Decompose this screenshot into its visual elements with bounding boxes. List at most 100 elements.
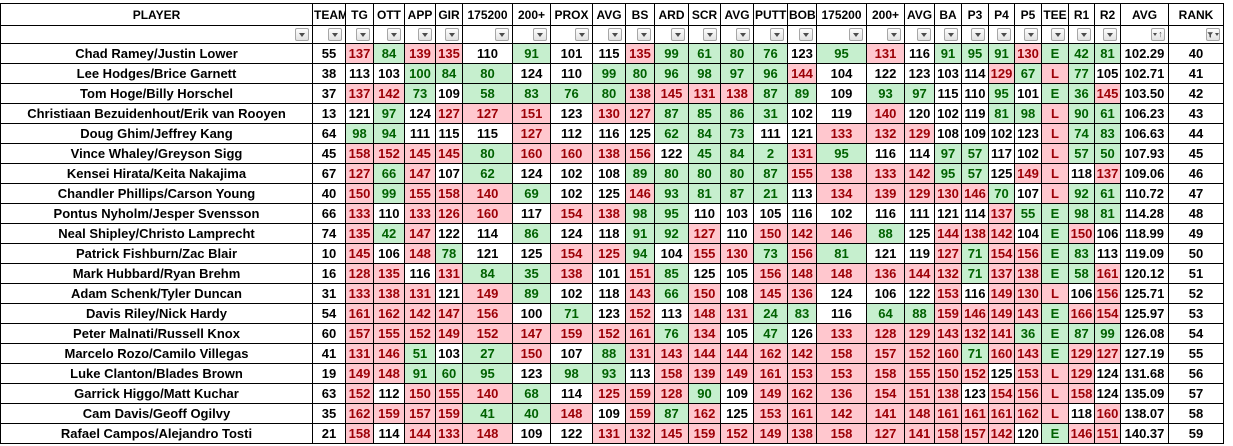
stat-cell[interactable]: 102 [1014,143,1042,164]
stat-cell[interactable]: L [1041,183,1069,204]
stat-cell[interactable]: 150 [404,383,436,404]
stat-cell[interactable]: 144 [904,263,935,284]
stat-cell[interactable]: 143 [654,343,689,364]
stat-cell[interactable]: 16 [312,263,346,284]
stat-cell[interactable]: 101 [592,263,626,284]
stat-cell[interactable]: 140 [462,183,513,204]
stat-cell[interactable]: 109.06 [1120,163,1169,184]
filter-dropdown-arrow-icon[interactable] [356,28,370,41]
stat-cell[interactable]: 126 [435,203,463,224]
stat-cell[interactable]: 131.68 [1120,363,1169,384]
stat-cell[interactable]: 119.09 [1120,243,1169,264]
stat-cell[interactable]: 117 [512,203,551,224]
stat-cell[interactable]: 104 [816,63,867,84]
stat-cell[interactable]: 115 [462,123,513,144]
stat-cell[interactable]: 66 [373,163,405,184]
stat-cell[interactable]: 115 [435,123,463,144]
stat-cell[interactable]: 103 [373,63,405,84]
player-name-cell[interactable]: Luke Clanton/Blades Brown [0,363,313,384]
stat-cell[interactable]: 41 [1168,63,1224,84]
stat-cell[interactable]: 138 [787,423,817,444]
stat-cell[interactable]: 156 [462,303,513,324]
stat-cell[interactable]: 91 [934,43,962,64]
stat-cell[interactable]: 95 [654,203,689,224]
stat-cell[interactable]: 148 [688,303,721,324]
stat-cell[interactable]: 132 [866,123,905,144]
stat-cell[interactable]: 98 [345,123,374,144]
stat-cell[interactable]: 155 [435,383,463,404]
filter-dropdown-arrow-icon[interactable] [575,28,589,41]
stat-cell[interactable]: 126.08 [1120,323,1169,344]
stat-cell[interactable]: 158 [816,423,867,444]
stat-cell[interactable]: 102 [550,183,593,204]
stat-cell[interactable]: 130 [1014,283,1042,304]
stat-cell[interactable]: 148 [904,403,935,424]
stat-cell[interactable]: 138 [592,143,626,164]
stat-cell[interactable]: 139 [688,363,721,384]
stat-cell[interactable]: 145 [654,83,689,104]
stat-cell[interactable]: 123 [787,43,817,64]
stat-cell[interactable]: 105 [1094,63,1121,84]
stat-cell[interactable]: 102.71 [1120,63,1169,84]
stat-cell[interactable]: 127 [625,103,655,124]
stat-cell[interactable]: 161 [753,363,788,384]
stat-cell[interactable]: E [1041,43,1069,64]
stat-cell[interactable]: 162 [1014,403,1042,424]
stat-cell[interactable]: 13 [312,103,346,124]
stat-cell[interactable]: 115 [934,83,962,104]
stat-cell[interactable]: 144 [787,63,817,84]
stat-cell[interactable]: E [1041,223,1069,244]
stat-cell[interactable]: 122 [550,423,593,444]
filter-dropdown-arrow-icon[interactable] [445,28,459,41]
stat-cell[interactable]: 61 [688,43,721,64]
stat-cell[interactable]: 2 [753,143,788,164]
stat-cell[interactable]: 150 [345,183,374,204]
stat-cell[interactable]: 91 [988,43,1015,64]
stat-cell[interactable]: 95 [816,143,867,164]
stat-cell[interactable]: 106.63 [1120,123,1169,144]
stat-cell[interactable]: 98 [688,63,721,84]
filter-dropdown-arrow-icon[interactable] [637,28,651,41]
player-name-cell[interactable]: Peter Malnati/Russell Knox [0,323,313,344]
stat-cell[interactable]: 157 [866,343,905,364]
stat-cell[interactable]: 145 [753,283,788,304]
stat-cell[interactable]: 142 [787,223,817,244]
stat-cell[interactable]: E [1041,343,1069,364]
stat-cell[interactable]: 130 [592,103,626,124]
stat-cell[interactable]: 158 [934,423,962,444]
stat-cell[interactable]: 59 [1168,423,1224,444]
stat-cell[interactable]: 154 [1094,303,1121,324]
stat-cell[interactable]: 49 [1168,223,1224,244]
filter-dropdown-arrow-icon[interactable] [944,28,958,41]
stat-cell[interactable]: 159 [373,403,405,424]
stat-cell[interactable]: 105 [720,323,754,344]
filter-dropdown-arrow-icon[interactable] [770,28,784,41]
stat-cell[interactable]: 100 [512,303,551,324]
stat-cell[interactable]: 113 [625,363,655,384]
stat-cell[interactable]: 71 [961,343,989,364]
stat-cell[interactable]: 87 [753,163,788,184]
stat-cell[interactable]: 130 [1014,43,1042,64]
stat-cell[interactable]: 142 [816,403,867,424]
stat-cell[interactable]: 149 [1014,163,1042,184]
stat-cell[interactable]: 99 [373,183,405,204]
stat-cell[interactable]: 161 [787,403,817,424]
stat-cell[interactable]: 96 [753,63,788,84]
stat-cell[interactable]: 127 [462,103,513,124]
stat-cell[interactable]: 138 [816,163,867,184]
stat-cell[interactable]: 140 [866,103,905,124]
stat-cell[interactable]: 110 [550,63,593,84]
stat-cell[interactable]: 74 [1068,123,1095,144]
stat-cell[interactable]: 152 [625,303,655,324]
player-name-cell[interactable]: Marcelo Rozo/Camilo Villegas [0,343,313,364]
stat-cell[interactable]: 133 [345,283,374,304]
stat-cell[interactable]: 114 [904,143,935,164]
stat-cell[interactable]: 149 [753,383,788,404]
stat-cell[interactable]: 99 [1094,323,1121,344]
stat-cell[interactable]: 150 [934,363,962,384]
stat-cell[interactable]: 148 [404,243,436,264]
stat-cell[interactable]: 114 [462,223,513,244]
stat-cell[interactable]: 161 [625,323,655,344]
stat-cell[interactable]: 127.19 [1120,343,1169,364]
stat-cell[interactable]: 122 [904,283,935,304]
